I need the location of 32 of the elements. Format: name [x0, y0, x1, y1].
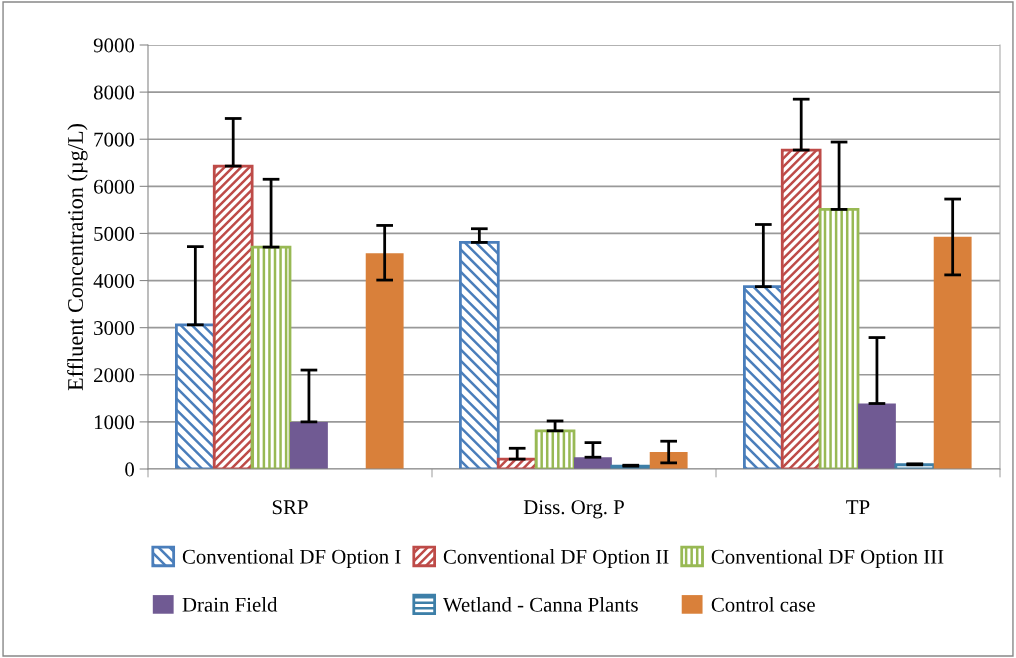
x-tick-label: SRP [272, 500, 308, 515]
y-tick-label: 6000 [94, 179, 135, 194]
y-tick-label: 4000 [93, 273, 135, 288]
bar [743, 285, 784, 469]
y-axis-title: Effluent Concentration (µg/L) [67, 124, 88, 391]
legend-label: Drain Field [182, 597, 278, 612]
legend-label: Control case [711, 597, 815, 612]
y-tick-label: 2000 [94, 368, 135, 383]
bar [212, 164, 254, 469]
y-tick-label: 1000 [94, 415, 135, 430]
y-tick-label: 9000 [93, 38, 135, 53]
x-tick-label: TP [846, 500, 870, 515]
legend-label: Wetland - Canna Plants [442, 597, 638, 612]
bar [780, 148, 822, 469]
legend-label: Conventional DF Option II [443, 549, 669, 569]
bar [290, 421, 328, 469]
bar [534, 429, 576, 469]
bar [459, 241, 500, 469]
bar [858, 403, 896, 469]
y-tick-label: 5000 [94, 226, 135, 241]
legend-label: Conventional DF Option III [711, 549, 944, 569]
bar [818, 208, 860, 469]
x-tick-label: Diss. Org. P [523, 500, 624, 519]
y-tick-label: 3000 [94, 321, 135, 336]
bar [365, 253, 404, 469]
legend-label: Conventional DF Option I [182, 549, 401, 569]
y-tick-label: 0 [125, 462, 135, 477]
y-tick-label: 8000 [93, 85, 135, 100]
bar [933, 236, 972, 469]
bar [250, 245, 292, 469]
bar [175, 323, 216, 469]
y-tick-label: 7000 [94, 132, 135, 147]
